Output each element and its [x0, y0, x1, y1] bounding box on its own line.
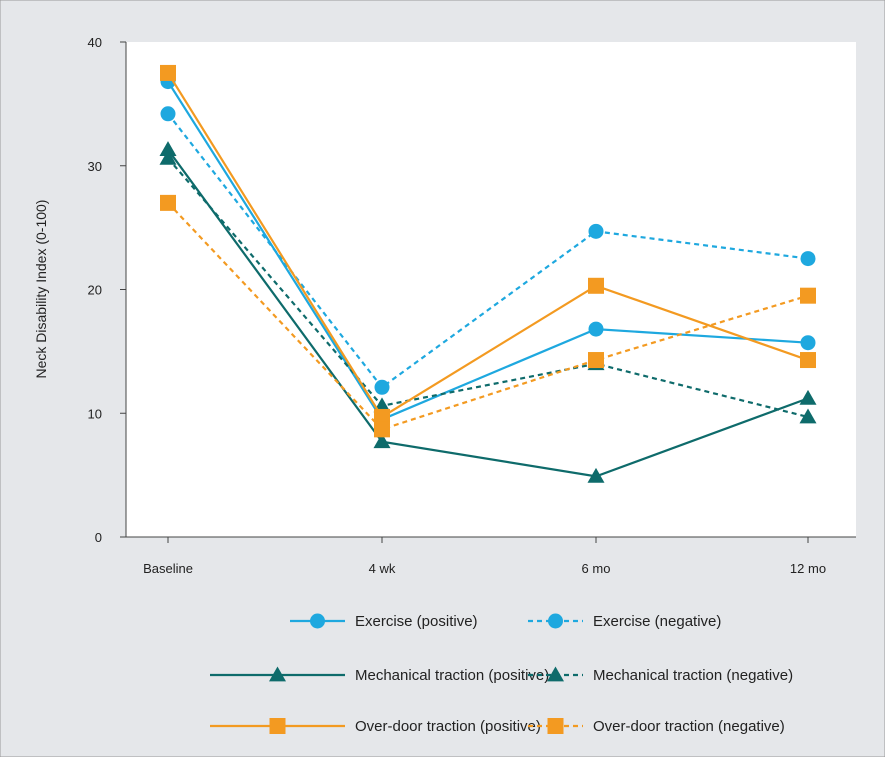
data-point	[587, 467, 605, 483]
legend-marker	[310, 613, 325, 629]
data-point	[374, 379, 390, 395]
legend-label: Over-door traction (positive)	[355, 718, 541, 735]
series-over-door-traction-negative	[160, 194, 816, 438]
axes: 0 10 20 30 40 Baseline 4 wk 6 mo 12 mo	[88, 35, 856, 576]
x-tick-label: 12 mo	[790, 561, 826, 576]
data-point	[799, 408, 817, 424]
legend-item-over-door-traction-positive: Over-door traction (positive)	[210, 718, 541, 735]
legend-item-exercise-negative: Exercise (negative)	[528, 613, 721, 630]
series-exercise-negative	[160, 106, 816, 395]
x-tick-label: 6 mo	[582, 561, 611, 576]
y-axis-title: Neck Disability Index (0-100)	[33, 200, 49, 379]
data-point	[800, 352, 816, 369]
data-point	[800, 335, 816, 351]
data-point	[588, 321, 604, 337]
legend-marker	[547, 666, 564, 682]
legend-marker	[269, 718, 286, 734]
legend-label: Over-door traction (negative)	[593, 718, 785, 735]
data-point	[373, 433, 391, 449]
x-tick-label: 4 wk	[369, 561, 396, 576]
data-point	[588, 352, 604, 369]
legend-label: Exercise (negative)	[593, 613, 721, 630]
series-line	[167, 157, 809, 419]
y-tick-label: 0	[95, 530, 102, 545]
data-point	[588, 277, 604, 294]
plot-area	[126, 42, 856, 537]
legend-label: Mechanical traction (positive)	[355, 667, 549, 684]
data-point	[374, 421, 390, 438]
legend-label: Mechanical traction (negative)	[593, 667, 793, 684]
legend-label: Exercise (positive)	[355, 613, 478, 630]
legend-item-exercise-positive: Exercise (positive)	[290, 613, 478, 630]
series-line	[167, 72, 809, 419]
series-over-door-traction-positive	[160, 64, 816, 425]
y-tick-label: 10	[88, 406, 102, 421]
series-line	[167, 149, 809, 478]
series-layer	[159, 64, 817, 483]
data-point	[799, 389, 817, 405]
y-tick-label: 20	[88, 283, 102, 298]
y-tick-label: 40	[88, 35, 102, 50]
data-point	[588, 223, 604, 239]
data-point	[159, 149, 177, 165]
series-mechanical-traction-positive	[159, 141, 817, 483]
legend-marker	[548, 613, 563, 629]
legend-item-mechanical-traction-positive: Mechanical traction (positive)	[210, 666, 549, 684]
y-tick-label: 30	[88, 159, 102, 174]
data-point	[160, 106, 176, 122]
x-tick-label: Baseline	[143, 561, 193, 576]
data-point	[800, 251, 816, 267]
data-point	[160, 194, 176, 211]
legend-marker	[269, 666, 286, 682]
data-point	[160, 64, 176, 81]
legend-item-over-door-traction-negative: Over-door traction (negative)	[528, 718, 785, 735]
legend-marker	[547, 718, 564, 734]
legend: Exercise (positive) Exercise (negative) Me…	[210, 613, 793, 735]
data-point	[159, 141, 177, 157]
data-point	[374, 408, 390, 425]
legend-item-mechanical-traction-negative: Mechanical traction (negative)	[528, 666, 793, 684]
series-line	[167, 202, 809, 431]
series-line	[167, 113, 809, 389]
data-point	[800, 287, 816, 304]
